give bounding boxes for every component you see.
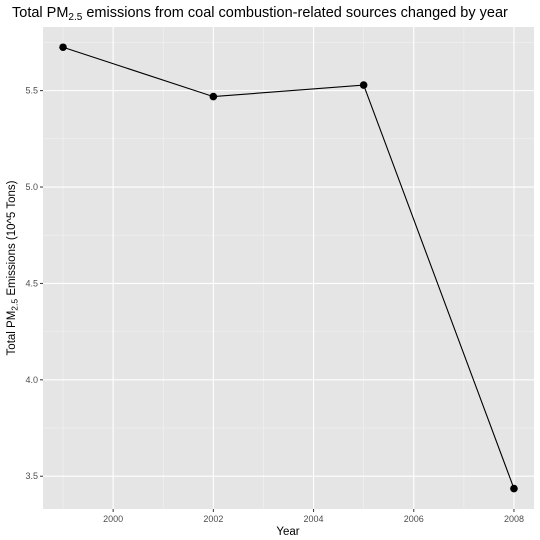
y-axis-title: Total PM2.5 Emissions (10^5 Tons) <box>6 180 20 355</box>
x-tick-label: 2006 <box>404 514 424 524</box>
data-point <box>209 92 218 101</box>
series-line <box>62 46 515 489</box>
minor-gridlines <box>43 27 534 509</box>
chart-title: Total PM2.5 emissions from coal combusti… <box>12 5 508 23</box>
y-tick-label: 4.5 <box>25 278 38 288</box>
axis-tick-marks <box>40 90 515 512</box>
chart-title-suffix: emissions from coal combustion-related s… <box>82 5 508 21</box>
y-axis-title-subscript: 2.5 <box>10 299 20 311</box>
y-axis-title-prefix: Total PM <box>6 311 18 356</box>
y-tick-label: 3.5 <box>25 471 38 481</box>
x-tick-label: 2008 <box>504 514 524 524</box>
plot-panel <box>43 27 534 509</box>
chart-title-prefix: Total PM <box>12 5 68 21</box>
major-gridlines <box>43 27 534 509</box>
chart-title-subscript: 2.5 <box>68 12 82 23</box>
x-axis-tick-labels: 2000 2002 2004 2006 2008 <box>103 514 524 524</box>
data-point <box>59 43 67 52</box>
x-tick-label: 2004 <box>304 514 324 524</box>
data-series <box>59 43 518 493</box>
y-tick-label: 4.0 <box>25 375 38 385</box>
data-point <box>510 484 518 493</box>
data-point <box>359 81 368 89</box>
y-axis-tick-labels: 3.5 4.0 4.5 5.0 5.5 <box>25 86 38 482</box>
y-tick-label: 5.0 <box>25 182 38 192</box>
x-tick-label: 2000 <box>103 514 123 524</box>
x-axis-title: Year <box>276 526 299 538</box>
x-tick-label: 2002 <box>203 514 223 524</box>
y-tick-label: 5.5 <box>25 86 38 96</box>
y-axis-title-suffix: Emissions (10^5 Tons) <box>6 180 18 298</box>
